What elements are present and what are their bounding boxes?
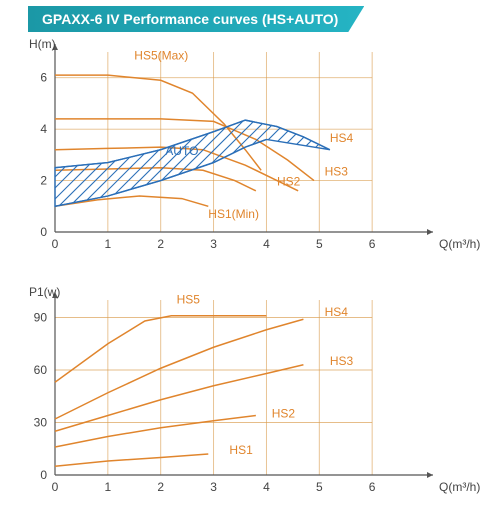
svg-text:2: 2 (40, 174, 47, 188)
svg-text:3: 3 (210, 237, 217, 251)
svg-text:3: 3 (210, 480, 217, 494)
label-HS2: HS2 (272, 406, 296, 420)
label-HS4: HS4 (325, 305, 349, 319)
label-HS4: HS4 (330, 131, 354, 145)
label-HS2: HS2 (277, 175, 301, 189)
svg-text:0: 0 (40, 468, 47, 482)
svg-text:60: 60 (34, 363, 48, 377)
svg-text:4: 4 (263, 237, 270, 251)
svg-text:2: 2 (157, 237, 164, 251)
svg-text:6: 6 (369, 480, 376, 494)
svg-text:5: 5 (316, 237, 323, 251)
svg-text:5: 5 (316, 480, 323, 494)
label-HS3: HS3 (330, 354, 354, 368)
svg-text:1: 1 (105, 480, 112, 494)
svg-text:AUTO: AUTO (165, 144, 198, 158)
chart-bottom: 01234560306090Q(m³/h)P1(w)HS5HS4HS3HS2HS… (0, 260, 500, 525)
svg-text:6: 6 (40, 71, 47, 85)
svg-text:4: 4 (40, 122, 47, 136)
svg-text:4: 4 (263, 480, 270, 494)
svg-text:30: 30 (34, 416, 48, 430)
series-HS5 (55, 75, 261, 170)
svg-text:0: 0 (52, 237, 59, 251)
svg-text:P1(w): P1(w) (29, 285, 60, 299)
series-HS2 (55, 416, 256, 448)
svg-text:1: 1 (105, 237, 112, 251)
series-HS1 (55, 454, 208, 466)
svg-text:H(m): H(m) (29, 37, 56, 51)
svg-text:Q(m³/h): Q(m³/h) (439, 480, 480, 494)
svg-text:0: 0 (40, 225, 47, 239)
svg-text:Q(m³/h): Q(m³/h) (439, 237, 480, 251)
chart-top: 0 1 2 3 4 5 6 0 2 4 6 Q(m³/h) H(m) AUTO HS5(Max) HS4 HS3… (0, 0, 500, 260)
svg-text:0: 0 (52, 480, 59, 494)
svg-text:2: 2 (157, 480, 164, 494)
label-HS3: HS3 (325, 164, 349, 178)
label-HS1: HS1 (229, 443, 253, 457)
svg-text:90: 90 (34, 311, 48, 325)
label-HS5: HS5(Max) (134, 49, 188, 63)
svg-text:6: 6 (369, 237, 376, 251)
label-HS1: HS1(Min) (208, 207, 259, 221)
label-HS5: HS5 (177, 293, 201, 307)
